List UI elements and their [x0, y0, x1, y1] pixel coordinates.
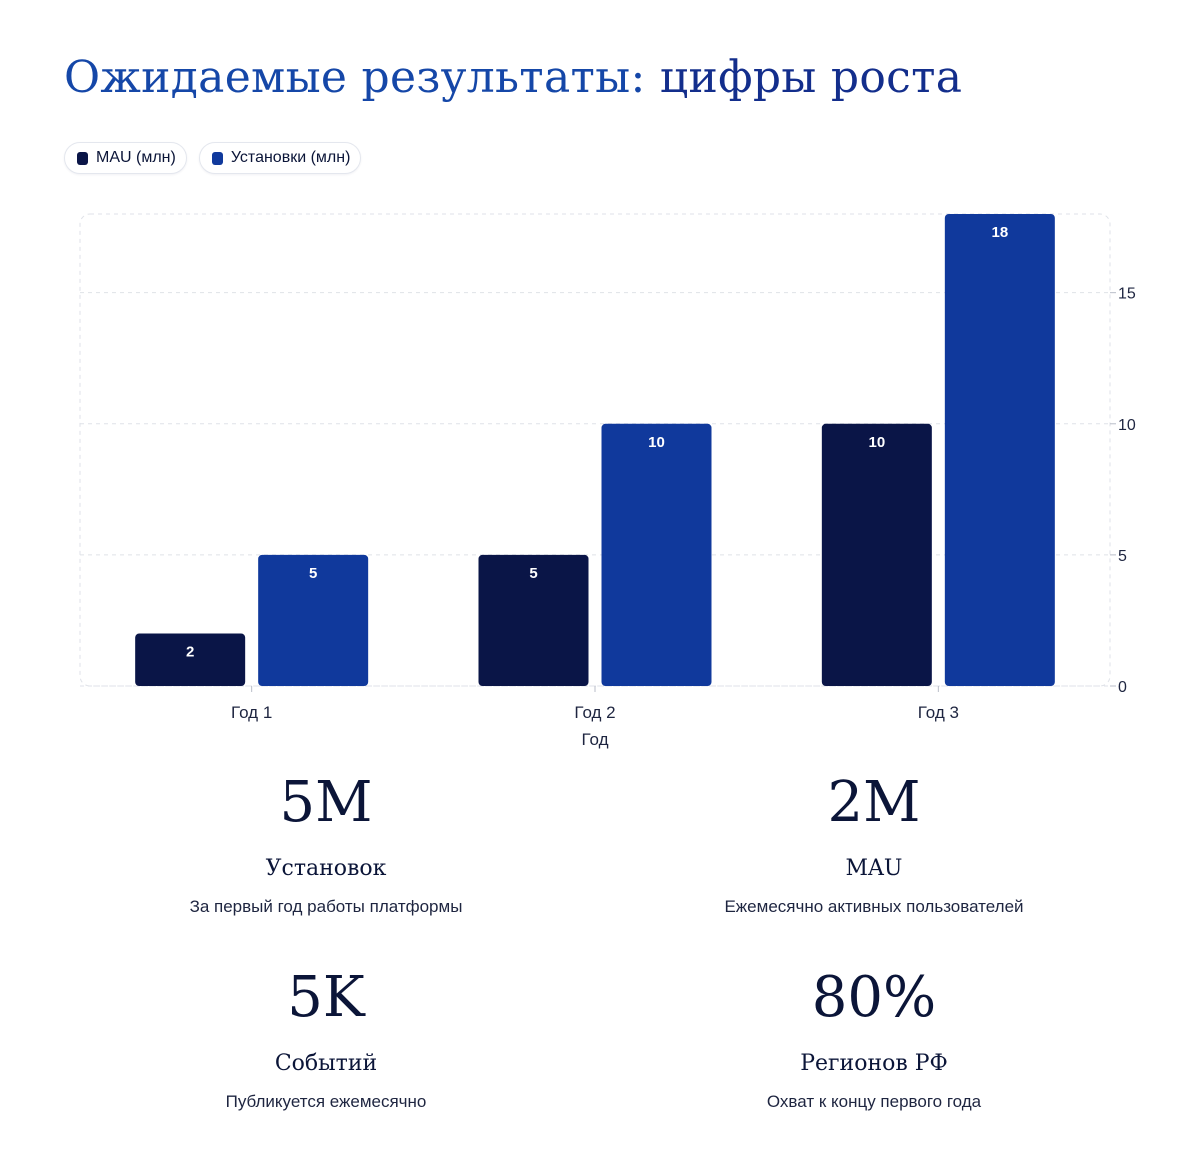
bar-value-label: 5	[529, 565, 537, 582]
plot-frame	[79, 213, 1111, 687]
legend-label-installs: Установки (млн)	[230, 149, 351, 166]
bar-installs	[601, 423, 712, 686]
stat-mau: 2M MAU Ежемесячно активных пользователей	[594, 770, 1154, 917]
stat-label: Установок	[265, 856, 387, 881]
bar-value-label: 10	[648, 434, 665, 451]
bar-installs	[944, 214, 1055, 686]
y-tick-label: 0	[1118, 679, 1127, 696]
x-tick-label: Год 1	[231, 703, 272, 722]
stat-value: 80%	[811, 965, 937, 1030]
bar-value-label: 5	[309, 565, 317, 582]
x-axis-title: Год	[581, 730, 608, 749]
bar-value-label: 10	[868, 434, 885, 451]
title-part-2: цифры роста	[659, 52, 963, 103]
legend-item-mau[interactable]: MAU (млн)	[64, 142, 187, 174]
stat-description: Ежемесячно активных пользователей	[724, 897, 1024, 916]
bar-value-label: 2	[186, 644, 194, 661]
stat-description: Публикуется ежемесячно	[225, 1092, 427, 1111]
bar-installs	[258, 554, 369, 686]
stat-value: 5M	[279, 770, 373, 835]
y-tick-label: 15	[1118, 286, 1136, 303]
bar-value-label: 18	[991, 224, 1008, 241]
stat-label: Регионов РФ	[800, 1051, 948, 1076]
y-tick-label: 10	[1118, 417, 1136, 434]
page-title: Ожидаемые результаты: цифры роста	[64, 52, 962, 103]
legend-label-mau: MAU (млн)	[96, 149, 176, 166]
stat-installs: 5M Установок За первый год работы платфо…	[46, 770, 606, 917]
stat-description: Охват к концу первого года	[766, 1092, 982, 1111]
y-tick-label: 5	[1118, 548, 1127, 565]
bar-mau	[478, 554, 589, 686]
chart-legend: MAU (млн) Установки (млн)	[64, 142, 362, 174]
stat-events: 5K Событий Публикуется ежемесячно	[46, 965, 606, 1112]
bar-mau	[135, 633, 246, 686]
stat-label: Событий	[274, 1051, 378, 1076]
stat-label: MAU	[845, 856, 903, 881]
bar-chart: 0 5 10 15 2 5 Год 1 5 10 Год 2 10 18 Год 3 Год	[79, 213, 1136, 749]
x-tick-label: Год 3	[918, 703, 959, 722]
title-part-1: Ожидаемые результаты:	[64, 52, 660, 103]
stat-description: За первый год работы платформы	[189, 897, 463, 916]
legend-item-installs[interactable]: Установки (млн)	[198, 142, 362, 174]
bar-mau	[821, 423, 932, 686]
legend-swatch-installs	[211, 151, 223, 165]
stat-value: 5K	[287, 965, 365, 1030]
x-tick-label: Год 2	[574, 703, 615, 722]
stat-regions: 80% Регионов РФ Охват к концу первого го…	[594, 965, 1154, 1112]
legend-swatch-mau	[77, 151, 88, 165]
stat-value: 2M	[827, 770, 921, 835]
